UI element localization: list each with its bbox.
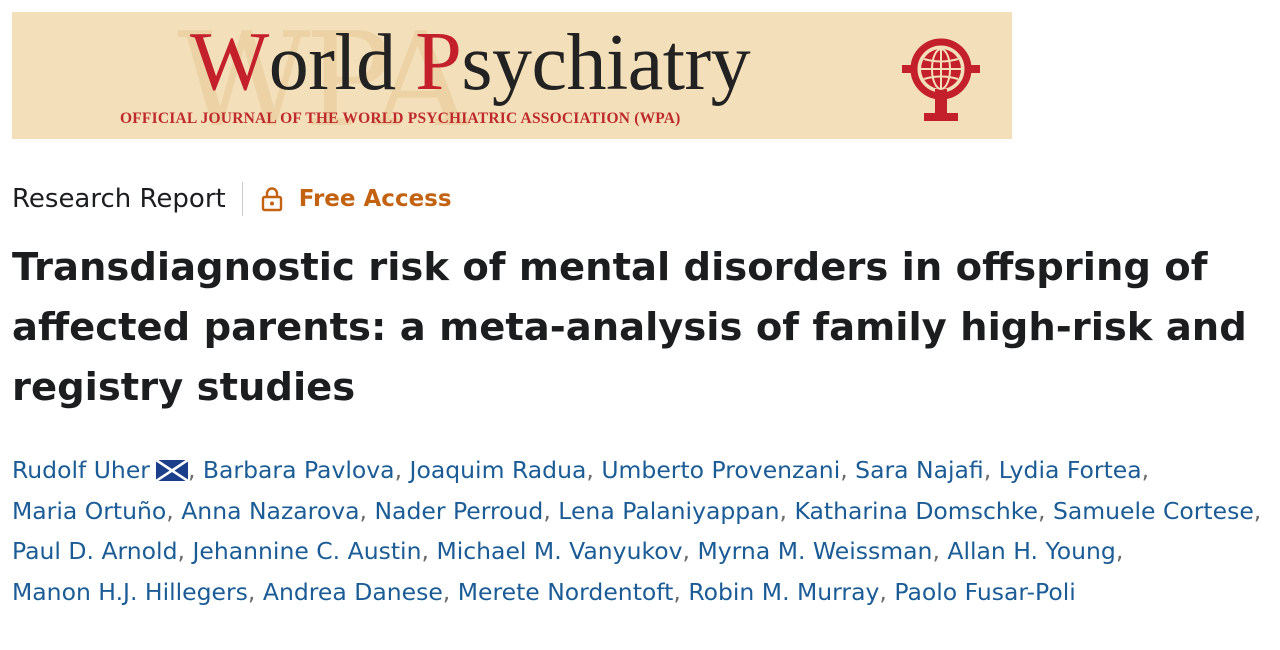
author-link[interactable]: Paul D. Arnold (12, 537, 178, 565)
author-link[interactable]: Lydia Fortea (998, 456, 1142, 484)
author-separator: , (177, 537, 193, 565)
banner-watermark: WPA (177, 12, 468, 139)
author-separator: , (166, 496, 182, 525)
author-link[interactable]: Katharina Domschke (794, 496, 1038, 525)
author-separator: , (1037, 496, 1053, 525)
author-link[interactable]: Myrna M. Weissman (697, 537, 933, 565)
author-list: Rudolf Uher, Barbara Pavlova, Joaquim Ra… (12, 450, 1278, 612)
author-link[interactable]: Maria Ortuño (12, 496, 167, 525)
wpa-globe-logo-icon (902, 38, 980, 121)
author-separator: , (840, 456, 856, 484)
author-separator: , (394, 456, 410, 484)
author-separator: , (932, 537, 948, 565)
author-separator: , (247, 577, 263, 606)
author-link[interactable]: Paolo Fusar-Poli (894, 577, 1076, 606)
journal-title-initial-w: W (190, 15, 269, 108)
author-link[interactable]: Samuele Cortese (1052, 496, 1254, 525)
author-separator: , (359, 496, 375, 525)
journal-title-part-1: orld (268, 19, 416, 107)
author-separator: , (543, 496, 559, 525)
journal-banner[interactable]: WPA World Psychiatry OFFICIAL JOURNAL OF… (12, 12, 1012, 139)
article-title: Transdiagnostic risk of mental disorders… (12, 245, 1247, 410)
author-separator: , (682, 537, 698, 565)
author-separator: , (421, 537, 437, 565)
author-separator: , (983, 456, 999, 484)
journal-title-initial-p: P (415, 15, 462, 108)
author-separator: , (1115, 537, 1124, 565)
author-link[interactable]: Anna Nazarova (181, 496, 360, 525)
author-link[interactable]: Lena Palaniyappan (558, 496, 780, 525)
author-link[interactable]: Manon H.J. Hillegers (12, 577, 248, 606)
author-link[interactable]: Nader Perroud (374, 496, 544, 525)
journal-title-part-2: sychiatry (461, 19, 751, 107)
author-link[interactable]: Michael M. Vanyukov (436, 537, 683, 565)
author-separator: , (673, 577, 689, 606)
journal-subtitle: OFFICIAL JOURNAL OF THE WORLD PSYCHIATRI… (120, 110, 681, 127)
author-separator: , (879, 577, 895, 606)
author-link[interactable]: Robin M. Murray (688, 577, 880, 606)
mail-icon[interactable] (155, 460, 188, 481)
author-separator: , (1253, 496, 1262, 525)
author-link[interactable]: Rudolf Uher (12, 456, 150, 484)
journal-title: World Psychiatry (190, 19, 751, 107)
author-link[interactable]: Merete Nordentoft (457, 577, 674, 606)
meta-divider (241, 182, 243, 216)
author-link[interactable]: Sara Najafi (855, 456, 984, 484)
author-link[interactable]: Joaquim Radua (409, 456, 587, 484)
free-access-label: Free Access (298, 186, 452, 212)
article-meta-row: Research Report Free Access (12, 180, 452, 218)
author-link[interactable]: Allan H. Young (947, 537, 1116, 565)
author-separator: , (1141, 456, 1150, 484)
author-link[interactable]: Andrea Danese (262, 577, 443, 606)
author-separator: , (779, 496, 795, 525)
lock-open-icon (261, 187, 282, 212)
article-type-label: Research Report (12, 184, 226, 214)
author-link[interactable]: Umberto Provenzani (601, 456, 841, 484)
author-separator: , (187, 456, 203, 484)
author-link[interactable]: Jehannine C. Austin (192, 537, 422, 565)
author-link[interactable]: Barbara Pavlova (202, 456, 395, 484)
author-separator: , (586, 456, 602, 484)
author-separator: , (442, 577, 458, 606)
